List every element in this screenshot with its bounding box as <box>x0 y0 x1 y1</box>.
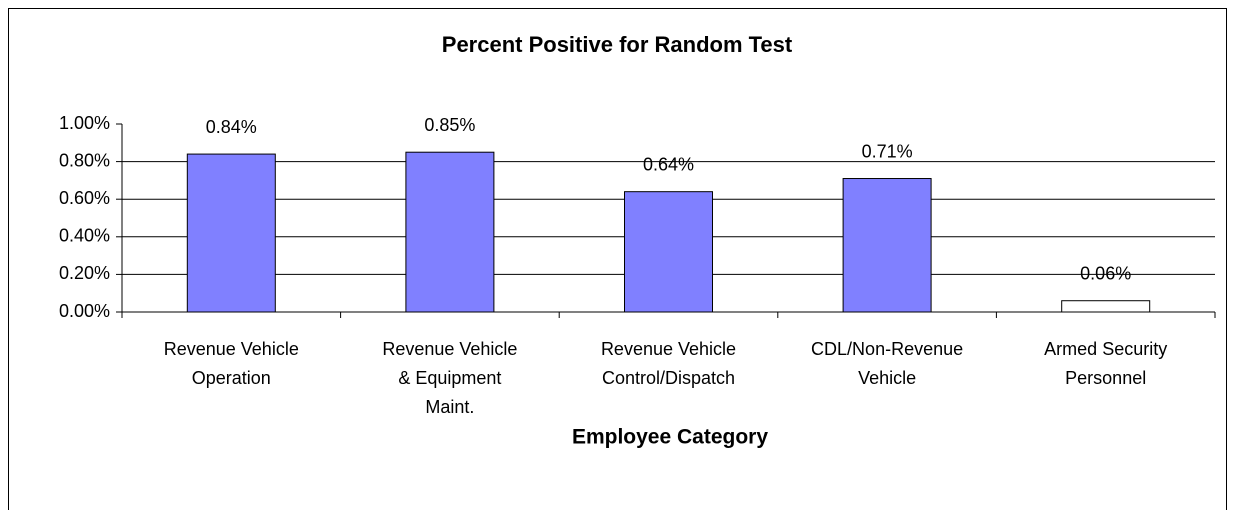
data-label: 0.85% <box>424 115 475 135</box>
y-tick-label: 0.60% <box>59 188 110 208</box>
x-tick-label: Revenue Vehicle Operation <box>164 339 299 388</box>
x-tick-label: Revenue Vehicle Control/Dispatch <box>601 339 736 388</box>
data-label: 0.06% <box>1080 263 1131 283</box>
bar <box>405 151 495 313</box>
y-tick-label: 0.20% <box>59 263 110 283</box>
x-tick-label: CDL/Non-Revenue Vehicle <box>811 339 963 388</box>
data-label: 0.84% <box>206 117 257 137</box>
data-label: 0.71% <box>862 141 913 161</box>
y-tick-label: 0.80% <box>59 150 110 170</box>
y-tick-label: 0.40% <box>59 226 110 246</box>
x-tick-label: Revenue Vehicle & Equipment Maint. <box>382 339 517 417</box>
data-label: 0.64% <box>643 154 694 174</box>
bar <box>624 191 713 313</box>
x-axis-label: Employee Category <box>572 426 768 449</box>
y-tick-label: 1.00% <box>59 113 110 133</box>
x-tick-label: Armed Security Personnel <box>1044 339 1167 388</box>
bar <box>842 178 932 313</box>
bar <box>186 153 276 313</box>
bar <box>1061 300 1151 313</box>
chart-title: Percent Positive for Random Test <box>442 32 793 57</box>
y-tick-label: 0.00% <box>59 301 110 321</box>
